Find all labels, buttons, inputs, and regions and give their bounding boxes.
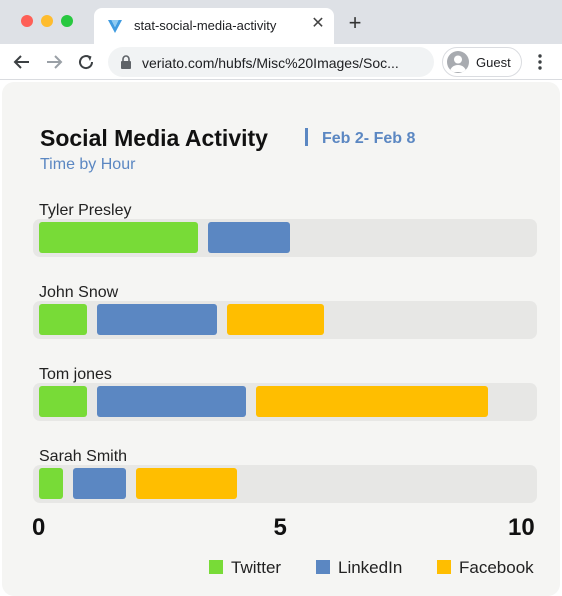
- legend-swatch-twitter: [209, 560, 223, 574]
- reload-icon[interactable]: [74, 50, 98, 74]
- row-label: Sarah Smith: [39, 448, 128, 465]
- bar-track: [33, 219, 537, 257]
- chart-subtitle: Time by Hour: [40, 156, 136, 173]
- bar-linkedin: [96, 386, 247, 417]
- row-label: John Snow: [39, 284, 119, 301]
- tab-strip: stat-social-media-activity ✕ +: [0, 0, 562, 44]
- x-tick-label: 0: [32, 514, 46, 541]
- veriato-logo-icon: [108, 20, 122, 33]
- bar-twitter: [39, 386, 87, 417]
- profile-button[interactable]: Guest: [442, 47, 522, 77]
- url-text: veriato.com/hubfs/Misc%20Images/Soc...: [142, 55, 399, 71]
- legend-label-twitter: Twitter: [231, 558, 282, 577]
- profile-label: Guest: [476, 55, 511, 70]
- minimize-window-button[interactable]: [41, 15, 53, 27]
- legend-label-linkedin: LinkedIn: [338, 558, 403, 577]
- bar-facebook: [227, 304, 324, 335]
- row-label: Tyler Presley: [39, 202, 132, 219]
- close-window-button[interactable]: [21, 15, 33, 27]
- date-range: Feb 2- Feb 8: [322, 130, 416, 147]
- bar-twitter: [39, 304, 87, 335]
- legend-label-facebook: Facebook: [459, 558, 534, 577]
- bar-twitter: [39, 468, 63, 499]
- bar-facebook: [135, 468, 237, 499]
- chart-card: Social Media Activity Feb 2- Feb 8 Time …: [2, 82, 560, 596]
- title-separator: [305, 128, 308, 146]
- maximize-window-button[interactable]: [61, 15, 73, 27]
- more-options-icon[interactable]: [532, 52, 548, 72]
- chart-title: Social Media Activity: [40, 125, 268, 151]
- bar-linkedin: [96, 304, 218, 335]
- bar-track: [33, 465, 537, 503]
- avatar: [447, 51, 469, 73]
- back-arrow-icon[interactable]: [10, 50, 34, 74]
- x-tick-label: 5: [273, 514, 287, 541]
- close-tab-icon[interactable]: ✕: [311, 15, 325, 32]
- lock-icon: [121, 55, 131, 69]
- browser-tab[interactable]: stat-social-media-activity ✕: [94, 8, 334, 44]
- bar-twitter: [39, 222, 199, 253]
- tab-title: stat-social-media-activity: [134, 18, 277, 33]
- bar-linkedin: [72, 468, 126, 499]
- bar-track: [33, 383, 537, 421]
- x-tick-label: 10: [508, 514, 535, 541]
- person-icon: [450, 55, 466, 72]
- legend-swatch-linkedin: [316, 560, 330, 574]
- forward-arrow-icon[interactable]: [42, 50, 66, 74]
- legend-swatch-facebook: [437, 560, 451, 574]
- bar-linkedin: [208, 222, 290, 253]
- bar-track: [33, 301, 537, 339]
- new-tab-button[interactable]: +: [348, 10, 362, 35]
- address-bar[interactable]: veriato.com/hubfs/Misc%20Images/Soc...: [108, 47, 434, 77]
- page-content: Social Media Activity Feb 2- Feb 8 Time …: [0, 80, 562, 596]
- browser-toolbar: veriato.com/hubfs/Misc%20Images/Soc... G…: [0, 44, 562, 80]
- bar-facebook: [256, 386, 488, 417]
- row-label: Tom jones: [39, 366, 112, 383]
